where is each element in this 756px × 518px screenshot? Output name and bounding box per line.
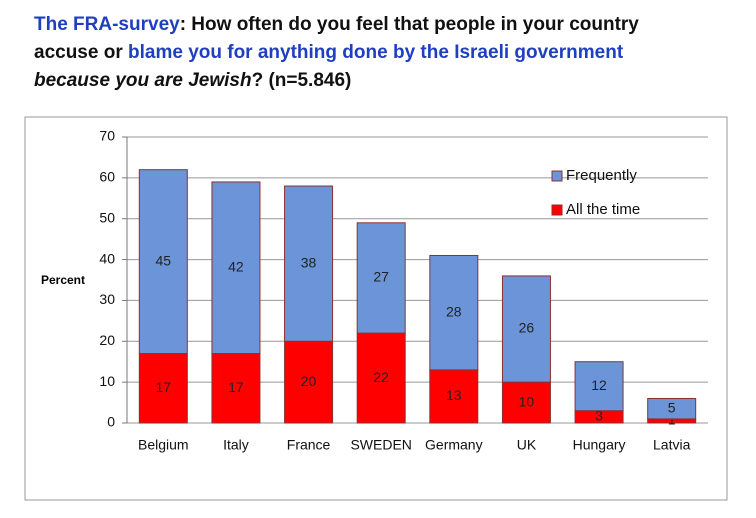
data-label: 27	[373, 269, 389, 285]
data-label: 13	[446, 387, 462, 403]
bar-segment	[429, 369, 479, 424]
data-label: 38	[301, 254, 317, 270]
bar-segment	[429, 254, 479, 371]
y-tick-label: 50	[99, 209, 115, 225]
x-tick-label: SWEDEN	[350, 437, 411, 453]
bar-segment	[284, 340, 334, 424]
bar-segment	[284, 185, 334, 342]
title-part: The FRA-survey	[34, 14, 180, 35]
x-tick-label: Germany	[425, 437, 483, 453]
data-label: 45	[156, 252, 172, 268]
legend-label: All the time	[566, 201, 640, 218]
data-label: 20	[301, 373, 317, 389]
bar-segment	[211, 353, 261, 424]
legend-swatch	[551, 170, 563, 182]
x-tick-label: Belgium	[138, 437, 189, 453]
data-label: 28	[446, 303, 462, 319]
y-tick-label: 10	[99, 373, 115, 389]
legend-swatch	[551, 204, 563, 216]
title-part: because you are Jewish	[34, 70, 252, 91]
bar-segment	[211, 181, 261, 355]
x-tick-label: Italy	[223, 437, 249, 453]
y-axis-label: Percent	[41, 273, 85, 287]
bar-segment	[138, 353, 188, 424]
bar-segment	[501, 381, 551, 424]
bar-segment	[574, 361, 624, 412]
data-label: 3	[595, 408, 603, 424]
chart-title: accuse or blame you for anything done by…	[34, 42, 624, 63]
bar-segment	[501, 275, 551, 383]
data-label: 17	[228, 379, 244, 395]
data-label: 12	[591, 377, 607, 393]
data-label: 42	[228, 258, 244, 274]
bar-segment	[138, 169, 188, 355]
chart-title: because you are Jewish? (n=5.846)	[34, 70, 351, 91]
y-tick-label: 0	[107, 414, 115, 430]
data-label: 17	[156, 379, 172, 395]
x-tick-label: France	[287, 437, 331, 453]
data-label: 22	[373, 369, 389, 385]
title-part: accuse or	[34, 42, 128, 63]
data-label: 26	[519, 320, 535, 336]
y-tick-label: 40	[99, 250, 115, 266]
x-tick-label: Hungary	[573, 437, 626, 453]
x-tick-label: Latvia	[653, 437, 691, 453]
title-part: : How often do you feel that people in y…	[180, 14, 640, 35]
x-tick-label: UK	[517, 437, 537, 453]
title-part: blame you for anything done by the Israe…	[128, 42, 624, 63]
chart-frame	[24, 116, 728, 501]
chart-title: The FRA-survey: How often do you feel th…	[34, 14, 639, 35]
y-tick-label: 70	[99, 128, 115, 144]
data-label: 1	[668, 412, 676, 428]
y-tick-label: 60	[99, 169, 115, 185]
legend-label: Frequently	[566, 167, 637, 184]
bar-segment	[356, 332, 406, 424]
bar-segment	[356, 222, 406, 334]
y-tick-label: 30	[99, 291, 115, 307]
data-label: 5	[668, 399, 676, 415]
bar-segment	[647, 397, 697, 420]
data-label: 10	[519, 393, 535, 409]
title-part: ? (n=5.846)	[252, 70, 352, 91]
y-tick-label: 20	[99, 332, 115, 348]
